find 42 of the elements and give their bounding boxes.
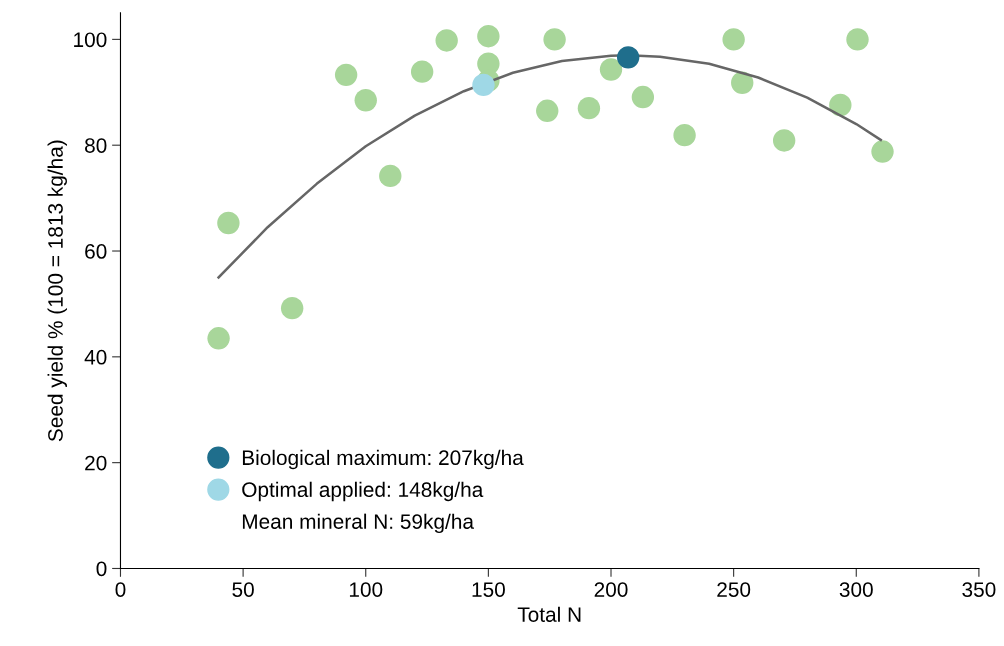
y-tick-label: 40 [84,349,107,365]
annotation: Mean mineral N: 59kg/ha [242,513,474,534]
y-tick-label: 100 [74,32,107,48]
x-tick-label: 200 [594,582,628,597]
point [772,129,796,152]
point [334,63,358,87]
y-tick-label: 60 [85,244,107,259]
point [829,93,852,117]
x-axis-title: Total N [517,606,581,622]
point [731,71,754,94]
y-axis-title: Seed yield % (100 = 1813 kg/ha) [47,140,67,442]
x-tick-label: 150 [472,582,505,597]
x-tick-label: 50 [232,582,254,597]
point [536,99,559,122]
point [599,58,623,81]
x-tick-label: 100 [349,582,383,597]
point [379,164,402,188]
point [477,25,500,48]
point [846,28,869,51]
legend-label: Optimal applied: 148kg/ha [242,481,484,502]
point [354,89,377,112]
point [543,28,566,51]
x-tick-label: 300 [839,582,873,597]
point [871,140,894,163]
point [410,60,434,83]
point [207,327,230,350]
point [280,296,304,320]
point [722,28,745,51]
y-tick-label: 20 [85,455,107,471]
point [616,46,640,69]
y-tick-label: 0 [96,561,107,577]
point [577,96,601,120]
x-tick-label: 250 [717,582,751,597]
legend-label: Biological maximum: 207kg/ha [242,449,524,470]
point [673,123,696,147]
point [472,73,495,97]
point [217,211,240,235]
x-tick-label: 350 [962,582,996,597]
point [435,29,458,52]
y-tick-label: 80 [85,138,107,153]
point [631,85,655,109]
x-tick-label: 0 [115,582,126,597]
